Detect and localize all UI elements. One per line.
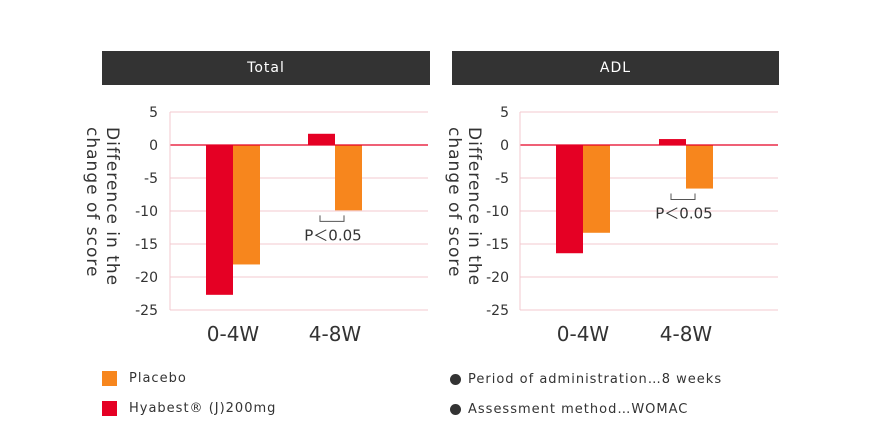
note-period-text: Period of administration…8 weeks — [468, 372, 723, 387]
y-tick-label-total: -5 — [144, 171, 158, 187]
y-tick-label-adl: 5 — [500, 105, 509, 121]
legend-label-hyabest: Hyabest® (J)200mg — [129, 401, 277, 416]
y-axis-label-adl: Difference in the change of score — [444, 127, 484, 287]
chart-title-total: Total — [102, 51, 430, 85]
bar-total-placebo-0-4W — [233, 145, 260, 265]
y-tick-label-adl: 0 — [500, 138, 509, 154]
bar-total-hyabest-0-4W — [206, 145, 233, 295]
bullet-icon — [450, 404, 461, 415]
y-tick-label-total: 5 — [149, 105, 158, 121]
x-tick-label-total: 4-8W — [309, 322, 362, 346]
y-axis-label-total: Difference in the change of score — [82, 127, 122, 287]
y-tick-label-adl: -5 — [495, 171, 509, 187]
significance-bracket-total — [319, 215, 345, 222]
significance-label-adl: P＜0.05 — [655, 205, 712, 223]
significance-bracket-adl — [670, 193, 696, 201]
y-tick-label-total: 0 — [149, 138, 158, 154]
bar-adl-placebo-4-8W — [686, 145, 713, 189]
bullet-icon — [450, 374, 461, 385]
y-tick-label-adl: -25 — [486, 303, 509, 319]
x-tick-label-total: 0-4W — [207, 322, 260, 346]
bar-adl-hyabest-0-4W — [556, 145, 583, 254]
legend-swatch-placebo — [102, 371, 117, 386]
note-method: Assessment method…WOMAC — [450, 402, 688, 417]
legend-hyabest: Hyabest® (J)200mg — [102, 401, 276, 416]
bar-adl-hyabest-4-8W — [659, 139, 686, 145]
legend-swatch-hyabest — [102, 401, 117, 416]
significance-label-total: P＜0.05 — [304, 226, 361, 244]
y-tick-label-total: -20 — [135, 270, 158, 286]
legend-label-placebo: Placebo — [129, 371, 187, 386]
y-tick-label-total: -15 — [135, 237, 158, 253]
note-period: Period of administration…8 weeks — [450, 372, 722, 387]
y-tick-label-total: -25 — [135, 303, 158, 319]
x-tick-label-adl: 0-4W — [557, 322, 610, 346]
chart-title-adl: ADL — [452, 51, 779, 85]
legend-placebo: Placebo — [102, 371, 187, 386]
bar-total-placebo-4-8W — [335, 145, 362, 211]
bar-total-hyabest-4-8W — [308, 133, 335, 145]
x-tick-label-adl: 4-8W — [660, 322, 713, 346]
y-tick-label-adl: -10 — [486, 204, 509, 220]
y-tick-label-adl: -20 — [486, 270, 509, 286]
y-tick-label-adl: -15 — [486, 237, 509, 253]
y-tick-label-total: -10 — [135, 204, 158, 220]
note-method-text: Assessment method…WOMAC — [468, 402, 689, 417]
bar-adl-placebo-0-4W — [583, 145, 610, 233]
